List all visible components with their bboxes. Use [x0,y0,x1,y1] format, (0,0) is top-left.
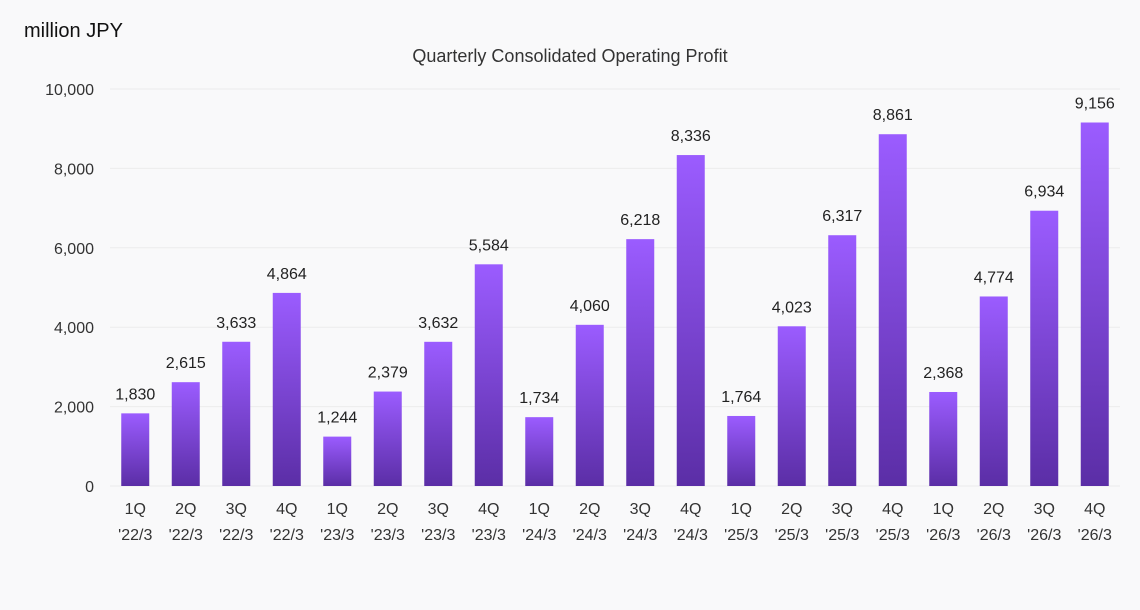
bar [1030,210,1059,486]
bar [626,239,655,486]
chart-title: Quarterly Consolidated Operating Profit [412,46,727,66]
category-year-label: '23/3 [472,527,506,544]
data-label: 1,734 [519,390,559,407]
data-label: 2,368 [923,365,963,382]
category-quarter-label: 3Q [226,501,247,518]
data-label: 6,934 [1024,184,1064,201]
category-year-label: '23/3 [320,527,354,544]
category-year-label: '23/3 [371,527,405,544]
category-quarter-label: 2Q [175,501,196,518]
category-quarter-label: 1Q [327,501,348,518]
gridlines [110,88,1120,487]
category-year-label: '24/3 [623,527,657,544]
data-label: 1,764 [721,389,761,406]
bar [929,391,958,486]
category-year-label: '22/3 [219,527,253,544]
category-year-label: '24/3 [522,527,556,544]
data-label: 4,023 [772,299,812,316]
bar [727,415,756,486]
y-tick-label: 2,000 [54,400,94,417]
category-year-label: '24/3 [573,527,607,544]
category-quarter-label: 4Q [1084,501,1105,518]
bar [575,324,604,486]
bar [171,382,200,486]
category-quarter-label: 2Q [983,501,1004,518]
category-quarter-label: 2Q [579,501,600,518]
bar [777,326,806,486]
category-year-label: '26/3 [977,527,1011,544]
data-label: 9,156 [1075,96,1115,113]
y-tick-label: 0 [85,479,94,496]
category-year-label: '25/3 [825,527,859,544]
data-label: 5,584 [469,237,509,254]
bar [979,296,1008,486]
data-label: 2,379 [368,365,408,382]
category-quarter-label: 4Q [276,501,297,518]
category-year-label: '22/3 [270,527,304,544]
y-tick-label: 10,000 [45,82,94,99]
data-label: 4,060 [570,298,610,315]
category-year-label: '26/3 [926,527,960,544]
bars [121,122,1109,487]
category-quarter-label: 4Q [680,501,701,518]
data-label: 3,632 [418,315,458,332]
bar [878,134,907,486]
category-year-label: '25/3 [724,527,758,544]
category-quarter-label: 3Q [832,501,853,518]
bar [373,391,402,486]
bar [474,264,503,486]
category-quarter-label: 1Q [933,501,954,518]
category-year-label: '26/3 [1027,527,1061,544]
unit-label: million JPY [24,20,123,42]
y-tick-label: 8,000 [54,161,94,178]
bar [121,413,150,486]
data-label: 3,633 [216,315,256,332]
category-quarter-label: 2Q [781,501,802,518]
data-label: 1,830 [115,386,155,403]
data-label: 8,336 [671,128,711,145]
y-tick-label: 6,000 [54,241,94,258]
data-label: 4,864 [267,266,307,283]
category-quarter-label: 3Q [428,501,449,518]
data-label: 6,317 [822,208,862,225]
category-year-label: '22/3 [169,527,203,544]
data-label: 4,774 [974,269,1014,286]
y-axis-ticks: 0 2,000 4,000 6,000 8,000 10,000 [45,82,94,496]
y-tick-label: 4,000 [54,320,94,337]
data-label: 6,218 [620,212,660,229]
category-quarter-label: 4Q [882,501,903,518]
data-label: 2,615 [166,355,206,372]
category-year-label: '22/3 [118,527,152,544]
bar [222,341,251,486]
bar [676,155,705,487]
category-quarter-label: 1Q [125,501,146,518]
category-year-label: '25/3 [775,527,809,544]
category-quarter-label: 4Q [478,501,499,518]
category-year-label: '26/3 [1078,527,1112,544]
category-quarter-label: 1Q [529,501,550,518]
category-quarter-label: 1Q [731,501,752,518]
category-year-label: '23/3 [421,527,455,544]
category-year-label: '24/3 [674,527,708,544]
bar [424,341,453,486]
x-axis-categories: 1Q '22/3 2Q '22/3 3Q '22/3 4Q '22/3 1Q '23/3 2Q '23… [118,501,1112,544]
bar [828,235,857,486]
category-quarter-label: 2Q [377,501,398,518]
category-quarter-label: 3Q [630,501,651,518]
category-year-label: '25/3 [876,527,910,544]
category-quarter-label: 3Q [1034,501,1055,518]
data-label: 8,861 [873,107,913,124]
bar [525,417,554,486]
bar [323,436,352,486]
bar [1080,122,1109,486]
data-labels: 1,830 2,615 3,633 4,864 1,244 2,379 3,632 5,584… [115,96,1115,427]
data-label: 1,244 [317,410,357,427]
bar [272,292,301,486]
